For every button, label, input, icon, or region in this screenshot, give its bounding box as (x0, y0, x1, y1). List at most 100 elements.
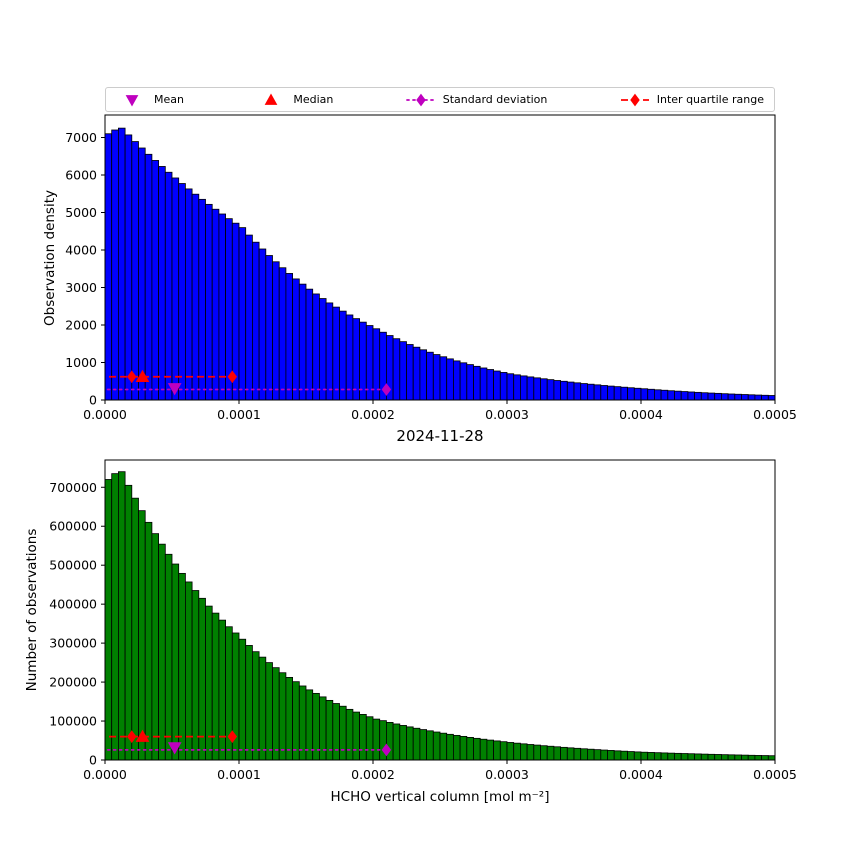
legend-label: Mean (154, 93, 184, 106)
histogram-bar (245, 645, 253, 761)
y-tick-label: 100000 (49, 714, 97, 729)
histogram-bar (138, 147, 146, 401)
histogram-bar (292, 681, 300, 761)
x-tick-label: 0.0001 (217, 767, 261, 782)
histogram-bar (540, 378, 548, 401)
histogram-bar (499, 372, 508, 401)
histogram-bar (178, 183, 186, 401)
histogram-bar (285, 273, 293, 401)
histogram-bar (633, 751, 642, 761)
histogram-bar (339, 310, 347, 401)
x-tick-label: 0.0003 (485, 767, 529, 782)
histogram-bar (238, 227, 247, 401)
diamond-marker-icon (630, 93, 640, 106)
histogram-bar (680, 391, 689, 401)
histogram-bar (761, 755, 769, 761)
histogram-bar (452, 360, 461, 401)
histogram-bar (660, 389, 669, 401)
histogram-bar (667, 752, 675, 761)
diamond-marker-icon (381, 383, 392, 396)
histogram-bar (546, 745, 555, 761)
histogram-bar (694, 391, 702, 401)
diamond-icon (405, 93, 436, 106)
legend-item-median: Median (255, 92, 333, 107)
histogram-bar (439, 356, 448, 401)
histogram-bar (466, 364, 474, 401)
xlabel-hcho-vertical-column: HCHO vertical column [mol m⁻²] (330, 789, 550, 805)
histogram-bar (305, 288, 314, 401)
histogram-bar (325, 302, 334, 401)
histogram-bar (553, 380, 561, 401)
histogram-bar (185, 581, 193, 761)
histogram-bar (499, 741, 508, 761)
histogram-bar (613, 386, 622, 401)
diamond-marker-icon (227, 730, 238, 743)
histogram-bar (734, 754, 742, 761)
histogram-bar (258, 248, 267, 401)
histogram-bar (754, 394, 763, 401)
histogram-bar (332, 306, 340, 401)
histogram-bar (586, 748, 595, 761)
histogram-bar (694, 753, 702, 761)
histogram-bar (747, 754, 756, 761)
histogram-bar (560, 380, 568, 401)
histogram-bar (613, 750, 622, 761)
histogram-bar (513, 374, 521, 401)
histogram-bar (359, 321, 367, 401)
histogram-bar (647, 752, 655, 761)
histogram-bar (332, 703, 340, 761)
x-tick-label: 0.0003 (485, 407, 529, 422)
histogram-bar (144, 153, 153, 401)
x-tick-label: 0.0005 (753, 767, 797, 782)
histogram-bar (278, 672, 287, 761)
histogram-bar (352, 711, 360, 761)
histogram-bar (144, 521, 153, 761)
histogram-bar (238, 638, 247, 761)
histogram-bar (493, 740, 501, 761)
y-tick-label: 200000 (49, 675, 97, 690)
x-tick-label: 0.0004 (619, 767, 663, 782)
histogram-bar (345, 314, 354, 401)
histogram-bar (700, 392, 709, 401)
histogram-bar (761, 394, 769, 401)
histogram-bar (265, 662, 273, 761)
y-tick-label: 0 (89, 753, 97, 768)
ylabel-observation-density: Observation density (42, 190, 58, 326)
histogram-bar (412, 346, 421, 401)
date-title: 2024-11-28 (396, 427, 484, 445)
histogram-bar (111, 473, 119, 761)
histogram-bar (627, 751, 635, 761)
histogram-bar (258, 656, 267, 761)
histogram-bar (607, 385, 615, 401)
histogram-bar (298, 685, 307, 761)
diamond-marker-icon (127, 730, 137, 743)
histogram-bar (104, 133, 113, 401)
histogram-bar (399, 341, 407, 401)
histogram-bar (566, 747, 575, 761)
histogram-bar (432, 354, 441, 401)
histogram-bar (117, 471, 126, 761)
x-tick-label: 0.0000 (83, 767, 127, 782)
diamond-marker-icon (415, 93, 426, 106)
diamond-marker-icon (127, 370, 137, 384)
histogram-bar (540, 745, 548, 761)
median-marker-icon (264, 92, 278, 105)
histogram-bar (104, 479, 113, 761)
histogram-bar (526, 376, 535, 401)
y-tick-label: 700000 (49, 480, 97, 495)
legend: Mean Median Standard deviation Inter quarti… (105, 87, 775, 112)
histogram-bar (352, 318, 360, 401)
histogram-bar (406, 726, 414, 761)
diamond-marker-icon (227, 370, 238, 384)
histogram-bar (560, 746, 568, 761)
histogram-bar (593, 384, 602, 401)
histogram-bar (727, 754, 736, 761)
histogram-bar (473, 737, 481, 761)
histogram-bar (211, 612, 220, 761)
histogram-bar (185, 188, 193, 401)
histogram-bar (674, 752, 682, 761)
x-tick-label: 0.0004 (619, 407, 663, 422)
histogram-bar (586, 383, 595, 401)
histogram-bar (205, 203, 213, 401)
